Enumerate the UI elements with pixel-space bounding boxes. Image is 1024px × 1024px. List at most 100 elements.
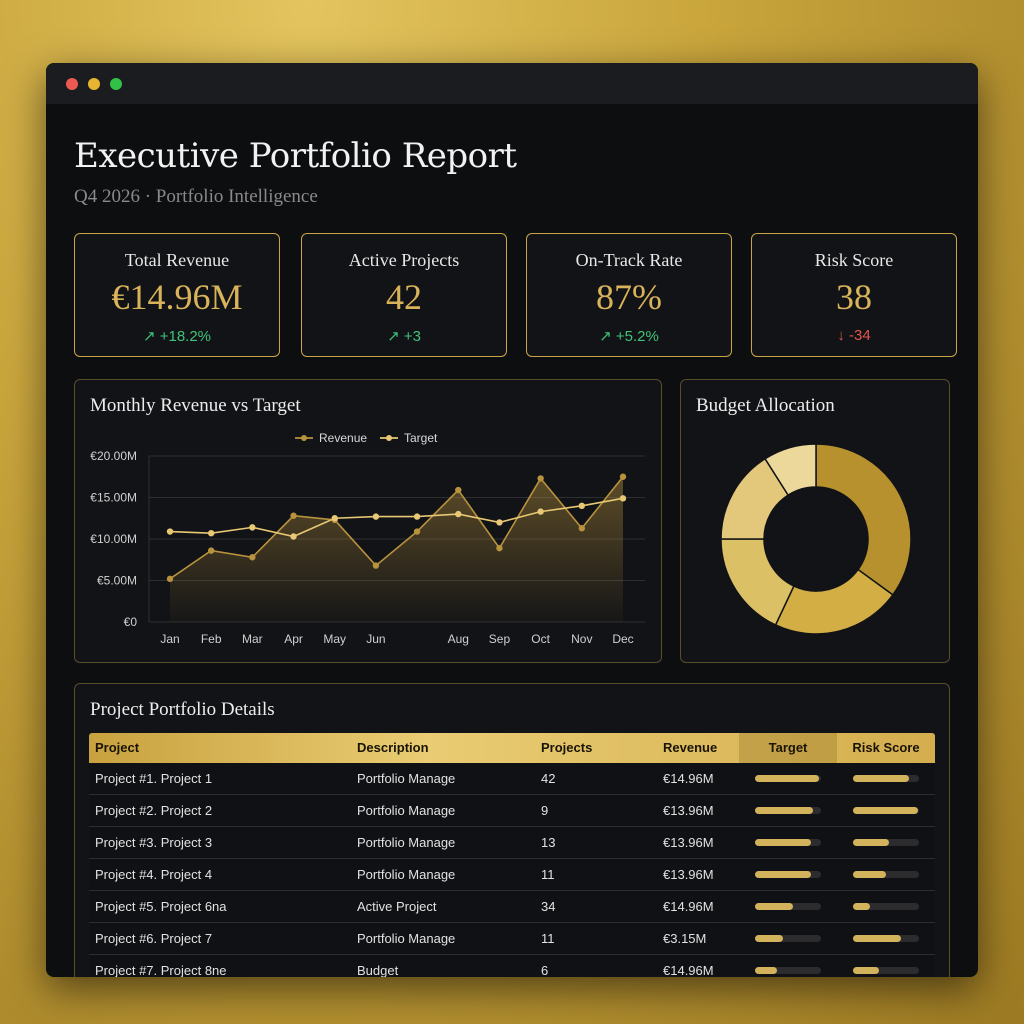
column-header-project[interactable]: Project <box>95 740 140 755</box>
cell-revenue: €3.15M <box>663 931 707 946</box>
cell-description: Portfolio Manage <box>357 835 456 850</box>
cell-revenue: €14.96M <box>663 899 714 914</box>
cell-project: Project #5. Project 6na <box>95 899 227 914</box>
column-header-target[interactable]: Target <box>739 733 837 763</box>
app-window: Executive Portfolio Report Q4 2026 · Por… <box>46 63 978 977</box>
x-tick-label: May <box>323 632 346 646</box>
minimize-window-button[interactable] <box>88 78 100 90</box>
y-tick-label: €10.00M <box>90 532 137 546</box>
cell-revenue: €14.96M <box>663 963 714 977</box>
x-tick-label: Mar <box>242 632 263 646</box>
x-tick-label: Aug <box>448 632 469 646</box>
y-tick-label: €15.00M <box>90 491 137 505</box>
target-progress-fill <box>755 871 812 878</box>
target-point <box>166 528 174 535</box>
risk-score-bar <box>853 775 919 782</box>
kpi-value: 38 <box>836 277 872 317</box>
legend-swatch-dot <box>301 435 307 441</box>
kpi-value: €14.96M <box>111 277 243 317</box>
target-point <box>249 524 256 531</box>
risk-score-bar <box>853 967 919 974</box>
column-header-description[interactable]: Description <box>357 740 429 755</box>
cell-revenue: €14.96M <box>663 771 714 786</box>
target-point <box>207 529 215 537</box>
table-row[interactable]: Project #3. Project 3 Portfolio Manage 1… <box>89 827 935 859</box>
cell-project: Project #4. Project 4 <box>95 867 213 882</box>
target-point <box>578 502 586 509</box>
kpi-delta: ↗ +5.2% <box>599 328 659 345</box>
x-tick-label: Oct <box>531 632 550 646</box>
risk-score-bar <box>853 903 919 910</box>
donut-slice <box>764 443 817 497</box>
revenue-chart-title: Monthly Revenue vs Target <box>90 395 301 416</box>
maximize-window-button[interactable] <box>110 78 122 90</box>
revenue-point <box>619 473 627 480</box>
kpi-card-risk-score[interactable]: Risk Score 38 ↓ -34 <box>751 233 957 357</box>
table-body: Project #1. Project 1 Portfolio Manage 4… <box>89 763 935 977</box>
target-progress-fill <box>755 807 814 814</box>
kpi-value: 87% <box>596 277 662 317</box>
cell-projects: 13 <box>541 835 556 850</box>
target-progress-bar <box>755 935 821 942</box>
target-point <box>413 513 421 520</box>
target-point <box>372 513 380 520</box>
x-tick-label: Dec <box>612 632 633 646</box>
cell-revenue: €13.96M <box>663 867 714 882</box>
risk-score-bar <box>853 935 919 942</box>
x-tick-label: Feb <box>201 632 222 646</box>
risk-score-bar <box>853 807 919 814</box>
cell-projects: 11 <box>541 867 555 882</box>
target-progress-bar <box>755 871 821 878</box>
kpi-label: Total Revenue <box>124 250 230 270</box>
table-row[interactable]: Project #6. Project 7 Portfolio Manage 1… <box>89 923 935 955</box>
page-subtitle: Q4 2026 · Portfolio Intelligence <box>74 186 318 207</box>
column-header-projects[interactable]: Projects <box>541 740 593 755</box>
table-row[interactable]: Project #5. Project 6na Active Project 3… <box>89 891 935 923</box>
cell-project: Project #7. Project 8ne <box>95 963 227 977</box>
target-progress-fill <box>755 903 794 910</box>
column-header-risk-score[interactable]: Risk Score <box>852 740 920 755</box>
cell-description: Active Project <box>357 899 437 914</box>
budget-donut-chart <box>720 443 912 635</box>
kpi-card-on-track-rate[interactable]: On-Track Rate 87% ↗ +5.2% <box>526 233 732 357</box>
cell-project: Project #1. Project 1 <box>95 771 213 786</box>
revenue-point <box>166 575 174 583</box>
cell-projects: 11 <box>541 931 555 946</box>
column-header-revenue[interactable]: Revenue <box>663 740 718 755</box>
target-series-line <box>169 497 624 538</box>
target-point <box>537 508 544 515</box>
close-window-button[interactable] <box>66 78 78 90</box>
table-row[interactable]: Project #1. Project 1 Portfolio Manage 4… <box>89 763 935 795</box>
cell-projects: 6 <box>541 963 549 977</box>
legend-swatch-dot <box>386 435 392 441</box>
risk-score-fill <box>853 807 918 814</box>
table-row[interactable]: Project #2. Project 2 Portfolio Manage 9… <box>89 795 935 827</box>
table-header-row: Project Description Projects Revenue Tar… <box>89 733 935 763</box>
y-tick-label: €20.00M <box>90 449 137 463</box>
donut-slice <box>815 443 912 596</box>
cell-description: Portfolio Manage <box>357 867 456 882</box>
kpi-card-active-projects[interactable]: Active Projects 42 ↗ +3 <box>301 233 507 357</box>
target-progress-fill <box>755 839 812 846</box>
kpi-card-total-revenue[interactable]: Total Revenue €14.96M ↗ +18.2% <box>74 233 280 357</box>
cell-projects: 42 <box>541 771 556 786</box>
cell-revenue: €13.96M <box>663 835 714 850</box>
trend-down-icon: ↓ <box>837 327 845 344</box>
kpi-delta: ↗ +18.2% <box>142 328 212 345</box>
kpi-label: Risk Score <box>814 250 894 270</box>
y-tick-label: €0 <box>124 615 138 629</box>
kpi-label: On-Track Rate <box>575 250 683 270</box>
target-progress-bar <box>755 903 821 910</box>
table-row[interactable]: Project #7. Project 8ne Budget 6 €14.96M <box>89 955 935 977</box>
target-progress-fill <box>755 935 783 942</box>
risk-score-fill <box>853 775 910 782</box>
risk-score-bar <box>853 871 919 878</box>
kpi-delta: ↗ +3 <box>387 328 421 345</box>
cell-revenue: €13.96M <box>663 803 714 818</box>
target-point <box>619 495 627 502</box>
y-tick-label: €5.00M <box>97 574 137 588</box>
table-row[interactable]: Project #4. Project 4 Portfolio Manage 1… <box>89 859 935 891</box>
target-progress-bar <box>755 775 821 782</box>
cell-projects: 9 <box>541 803 549 818</box>
target-point <box>455 510 462 518</box>
